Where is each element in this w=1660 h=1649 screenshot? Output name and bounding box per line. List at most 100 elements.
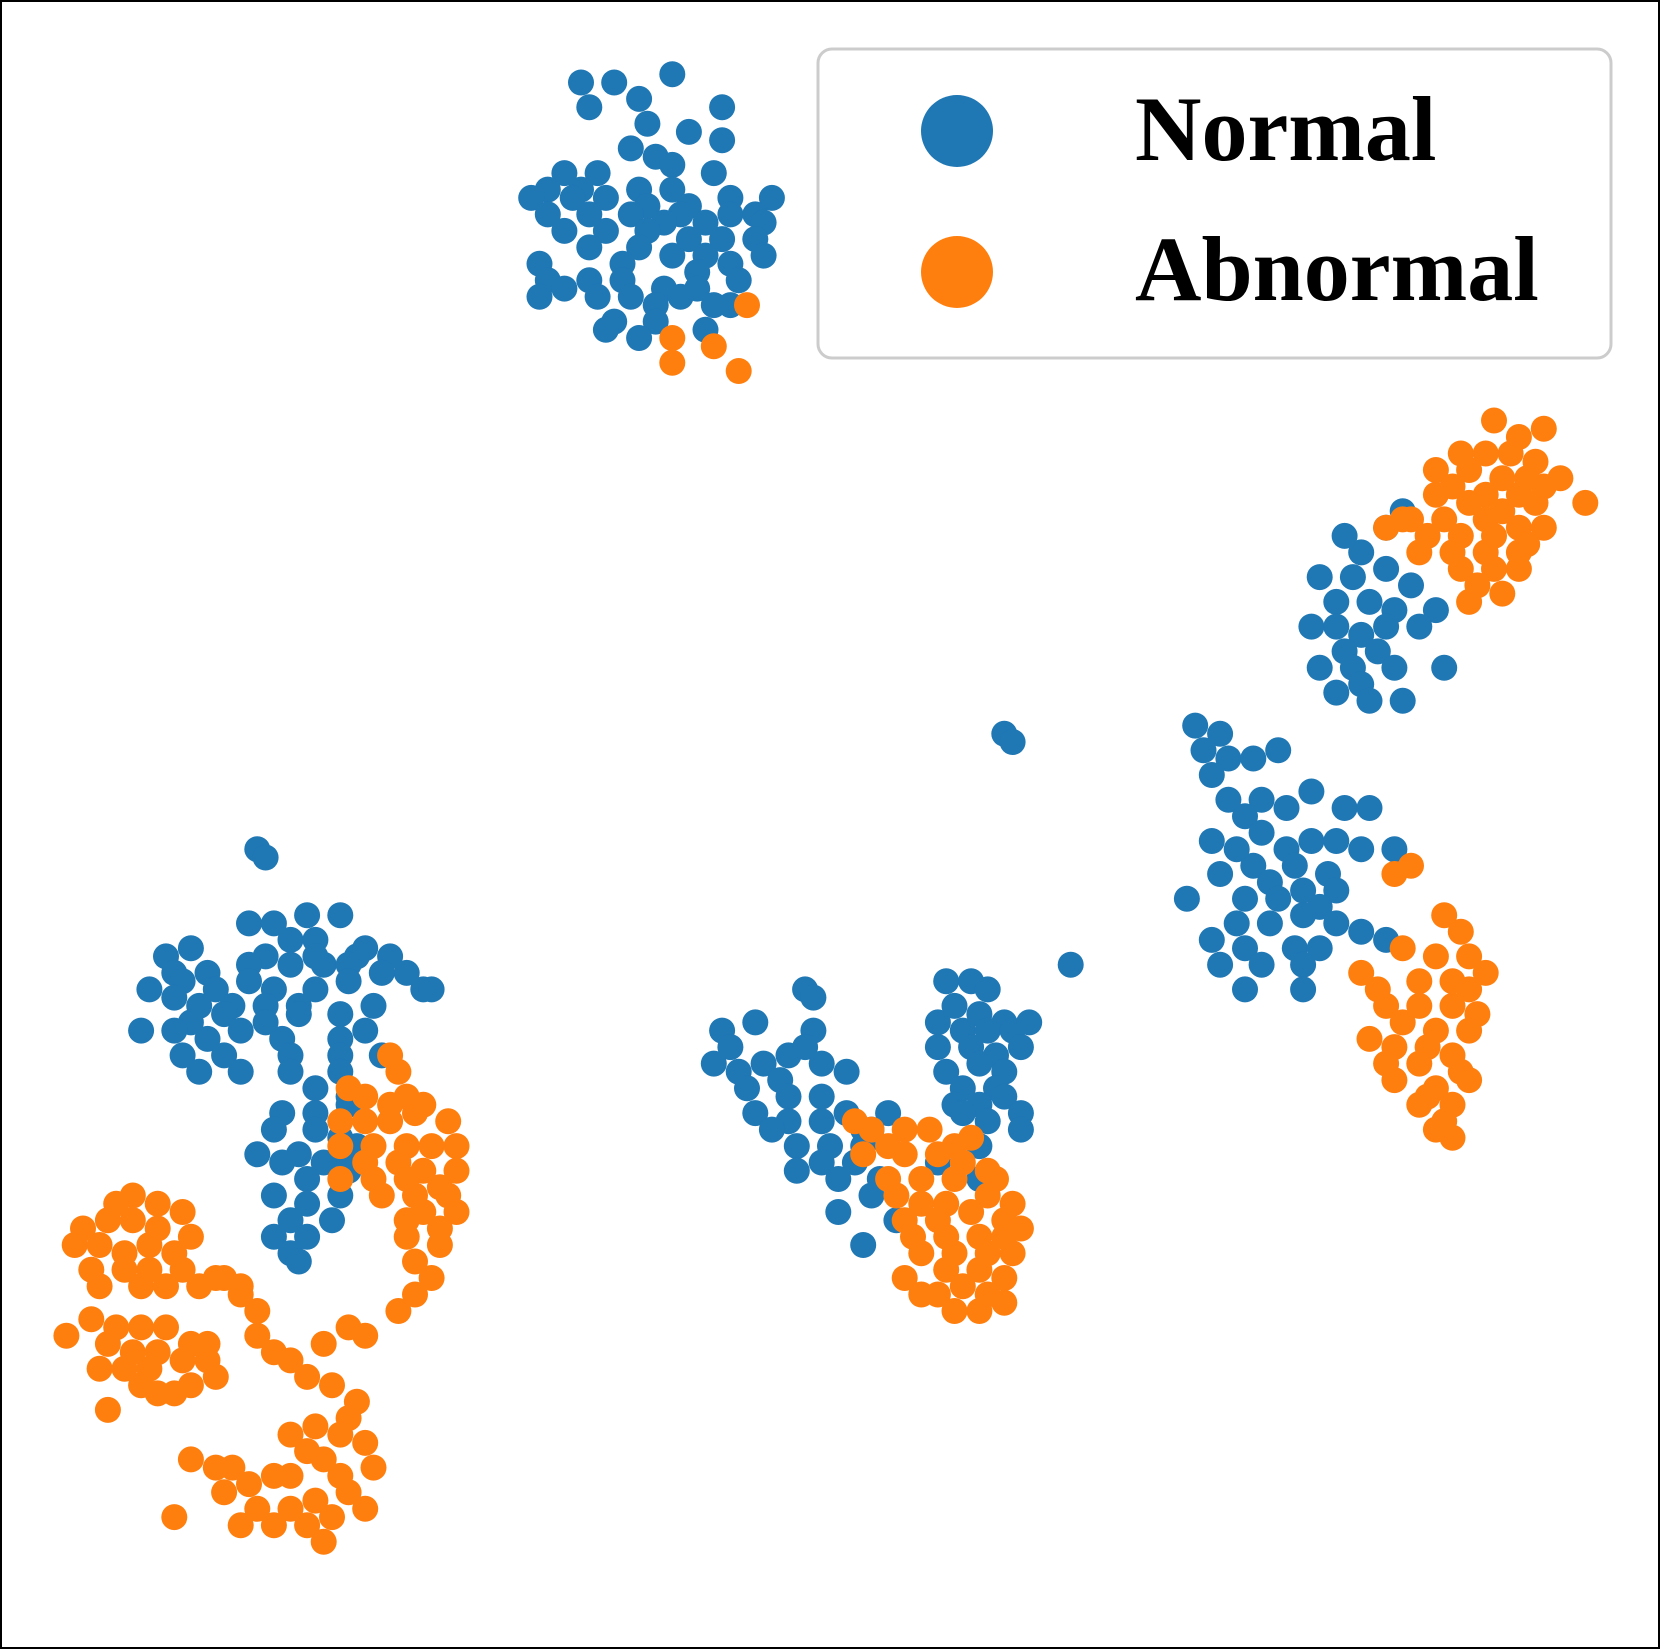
point-normal (659, 61, 686, 88)
point-normal (1356, 687, 1383, 714)
point-abnormal (169, 1347, 196, 1374)
point-abnormal (310, 1528, 337, 1555)
point-abnormal (327, 1166, 354, 1192)
point-abnormal (144, 1190, 171, 1217)
point-normal (1223, 910, 1250, 937)
point-normal (1198, 762, 1225, 788)
point-normal (186, 1058, 213, 1085)
point-abnormal (277, 1421, 304, 1448)
point-abnormal (319, 1372, 345, 1399)
point-normal (1323, 877, 1350, 904)
point-abnormal (327, 1108, 354, 1135)
point-abnormal (924, 1141, 951, 1168)
point-normal (626, 234, 653, 261)
point-abnormal (111, 1355, 138, 1382)
point-normal (1273, 795, 1300, 821)
point-abnormal (1439, 1124, 1466, 1151)
point-abnormal (1456, 1017, 1483, 1044)
point-normal (750, 1050, 777, 1077)
point-normal (808, 1083, 835, 1110)
point-normal (177, 935, 204, 962)
point-abnormal (908, 1240, 935, 1267)
point-normal (1256, 910, 1283, 937)
point-abnormal (891, 1265, 918, 1291)
point-normal (1323, 588, 1350, 615)
point-normal (310, 1149, 337, 1176)
point-abnormal (1422, 481, 1449, 508)
point-normal (584, 283, 611, 310)
point-abnormal (94, 1330, 121, 1357)
point-normal (1232, 885, 1258, 912)
point-normal (1323, 910, 1350, 937)
point-normal (294, 1166, 321, 1192)
point-normal (302, 976, 329, 1003)
point-normal (1207, 861, 1234, 887)
point-normal (393, 959, 420, 986)
point-normal (626, 85, 653, 112)
point-normal (568, 69, 594, 96)
point-abnormal (850, 1141, 877, 1168)
point-abnormal (385, 1298, 412, 1324)
point-abnormal (1472, 959, 1499, 986)
point-normal (1381, 836, 1408, 863)
point-normal (642, 308, 669, 335)
point-abnormal (177, 1446, 204, 1473)
point-normal (1306, 935, 1333, 962)
point-normal (1232, 803, 1258, 830)
point-abnormal (924, 1281, 951, 1308)
point-normal (1331, 522, 1358, 549)
point-abnormal (94, 1207, 121, 1234)
point-normal (800, 984, 827, 1011)
point-abnormal (958, 1124, 985, 1151)
point-normal (236, 910, 262, 937)
point-abnormal (53, 1322, 80, 1349)
point-abnormal (443, 1157, 470, 1184)
point-normal (750, 242, 777, 269)
legend-marker-normal (921, 95, 993, 167)
point-normal (1190, 737, 1217, 764)
point-abnormal (443, 1133, 470, 1160)
point-normal (211, 1042, 238, 1069)
point-normal (700, 160, 727, 187)
point-normal (518, 184, 545, 211)
point-normal (1215, 745, 1242, 772)
legend-marker-abnormal (921, 236, 993, 308)
point-abnormal (1530, 514, 1557, 541)
point-normal (1389, 687, 1416, 714)
point-normal (725, 267, 752, 294)
point-normal (227, 1058, 254, 1085)
point-normal (941, 992, 968, 1019)
point-abnormal (119, 1207, 146, 1234)
point-normal (933, 968, 960, 995)
point-abnormal (294, 1363, 321, 1390)
point-normal (775, 1083, 802, 1110)
point-abnormal (277, 1495, 304, 1522)
point-abnormal (1389, 1009, 1416, 1036)
point-normal (1215, 786, 1242, 813)
point-normal (1198, 828, 1225, 854)
point-normal (675, 118, 702, 145)
point-normal (792, 1034, 819, 1061)
point-normal (808, 1050, 835, 1077)
point-abnormal (260, 1512, 287, 1539)
point-abnormal (177, 1372, 204, 1399)
point-abnormal (1422, 943, 1449, 970)
point-abnormal (335, 1479, 362, 1506)
point-abnormal (377, 1108, 404, 1135)
point-abnormal (310, 1330, 337, 1357)
point-normal (194, 1025, 221, 1052)
point-abnormal (244, 1495, 271, 1522)
point-abnormal (227, 1273, 254, 1300)
point-normal (717, 1034, 744, 1061)
point-normal (277, 951, 304, 978)
point-normal (1057, 951, 1084, 978)
point-abnormal (1406, 1091, 1433, 1118)
point-normal (1173, 885, 1200, 912)
point-normal (1381, 654, 1408, 681)
legend-box (816, 47, 1613, 360)
point-normal (335, 968, 362, 995)
point-normal (617, 135, 644, 162)
point-normal (675, 226, 702, 253)
point-normal (576, 201, 603, 228)
point-normal (1223, 836, 1250, 863)
